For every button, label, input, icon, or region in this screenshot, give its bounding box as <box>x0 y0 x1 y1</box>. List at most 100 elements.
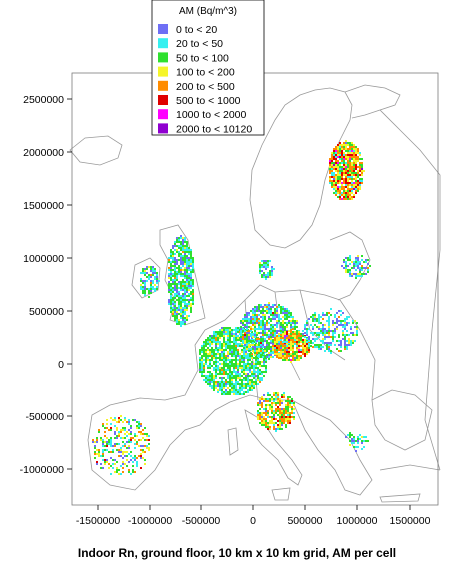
grid-cell <box>209 343 211 345</box>
grid-cell <box>326 344 328 346</box>
grid-cell <box>263 398 265 400</box>
grid-cell <box>272 324 274 326</box>
grid-cell <box>244 334 246 336</box>
grid-cell <box>269 422 271 424</box>
grid-cell <box>357 158 359 160</box>
grid-cell <box>178 293 180 295</box>
grid-cell <box>312 318 314 320</box>
grid-cell <box>310 345 312 347</box>
grid-cell <box>180 297 182 299</box>
grid-cell <box>359 154 361 156</box>
grid-cell <box>339 178 341 180</box>
grid-cell <box>254 328 256 330</box>
grid-cell <box>172 303 174 305</box>
grid-cell <box>339 174 341 176</box>
grid-cell <box>268 344 270 346</box>
grid-cell <box>261 260 263 262</box>
grid-cell <box>203 363 205 365</box>
grid-cell <box>267 426 269 428</box>
grid-cell <box>270 310 272 312</box>
grid-cell <box>283 412 285 414</box>
grid-cell <box>349 168 351 170</box>
grid-cell <box>341 148 343 150</box>
grid-cell <box>369 265 371 267</box>
grid-cell <box>335 156 337 158</box>
grid-cell <box>335 176 337 178</box>
grid-cell <box>180 307 182 309</box>
grid-cell <box>277 394 279 396</box>
grid-cell <box>329 172 331 174</box>
grid-cell <box>260 322 262 324</box>
grid-cell <box>217 385 219 387</box>
grid-cell <box>209 363 211 365</box>
grid-cell <box>312 332 314 334</box>
europe-coastline <box>69 84 441 503</box>
grid-cell <box>271 408 273 410</box>
y-tick-label: 0 <box>58 359 64 371</box>
grid-cell <box>361 164 363 166</box>
grid-cell <box>249 371 251 373</box>
grid-cell <box>324 342 326 344</box>
grid-cell <box>272 304 274 306</box>
grid-cell <box>279 428 281 430</box>
x-tick-label: 1500000 <box>390 515 431 527</box>
grid-cell <box>178 259 180 261</box>
grid-cell <box>306 324 308 326</box>
grid-cell <box>186 261 188 263</box>
grid-cell <box>335 174 337 176</box>
grid-cell <box>267 412 269 414</box>
legend-label: 20 to < 50 <box>176 38 223 50</box>
grid-cell <box>223 367 225 369</box>
grid-cell <box>237 345 239 347</box>
grid-cell <box>284 339 286 341</box>
grid-cell <box>140 467 142 469</box>
grid-cell <box>347 269 349 271</box>
grid-cell <box>168 281 170 283</box>
grid-cell <box>334 322 336 324</box>
grid-cell <box>221 355 223 357</box>
grid-cell <box>241 345 243 347</box>
grid-cell <box>186 249 188 251</box>
grid-cell <box>215 355 217 357</box>
grid-cell <box>280 322 282 324</box>
grid-cell <box>347 194 349 196</box>
grid-cell <box>176 319 178 321</box>
grid-cell <box>221 347 223 349</box>
grid-cell <box>178 281 180 283</box>
grid-cell <box>260 310 262 312</box>
grid-cell <box>188 269 190 271</box>
grid-cell <box>329 176 331 178</box>
grid-cell <box>110 465 112 467</box>
grid-cell <box>286 312 288 314</box>
grid-cell <box>284 359 286 361</box>
grid-cell <box>249 379 251 381</box>
grid-cell <box>353 156 355 158</box>
grid-cell <box>188 263 190 265</box>
grid-cell <box>213 387 215 389</box>
grid-cell <box>142 292 144 294</box>
grid-cell <box>312 342 314 344</box>
grid-cell <box>252 348 254 350</box>
grid-cell <box>310 316 312 318</box>
grid-cell <box>334 336 336 338</box>
grid-cell <box>281 418 283 420</box>
grid-cell <box>244 324 246 326</box>
grid-cell <box>256 314 258 316</box>
grid-cell <box>247 375 249 377</box>
grid-cell <box>176 245 178 247</box>
grid-cell <box>269 260 271 262</box>
grid-cell <box>276 341 278 343</box>
grid-cell <box>254 306 256 308</box>
grid-cell <box>335 194 337 196</box>
grid-cell <box>255 357 257 359</box>
grid-cell <box>314 344 316 346</box>
grid-cell <box>345 144 347 146</box>
grid-cell <box>190 283 192 285</box>
grid-cell <box>150 266 152 268</box>
grid-cell <box>300 357 302 359</box>
grid-cell <box>213 333 215 335</box>
grid-cell <box>349 434 351 436</box>
grid-cell <box>235 345 237 347</box>
grid-cell <box>355 261 357 263</box>
grid-cell <box>254 330 256 332</box>
